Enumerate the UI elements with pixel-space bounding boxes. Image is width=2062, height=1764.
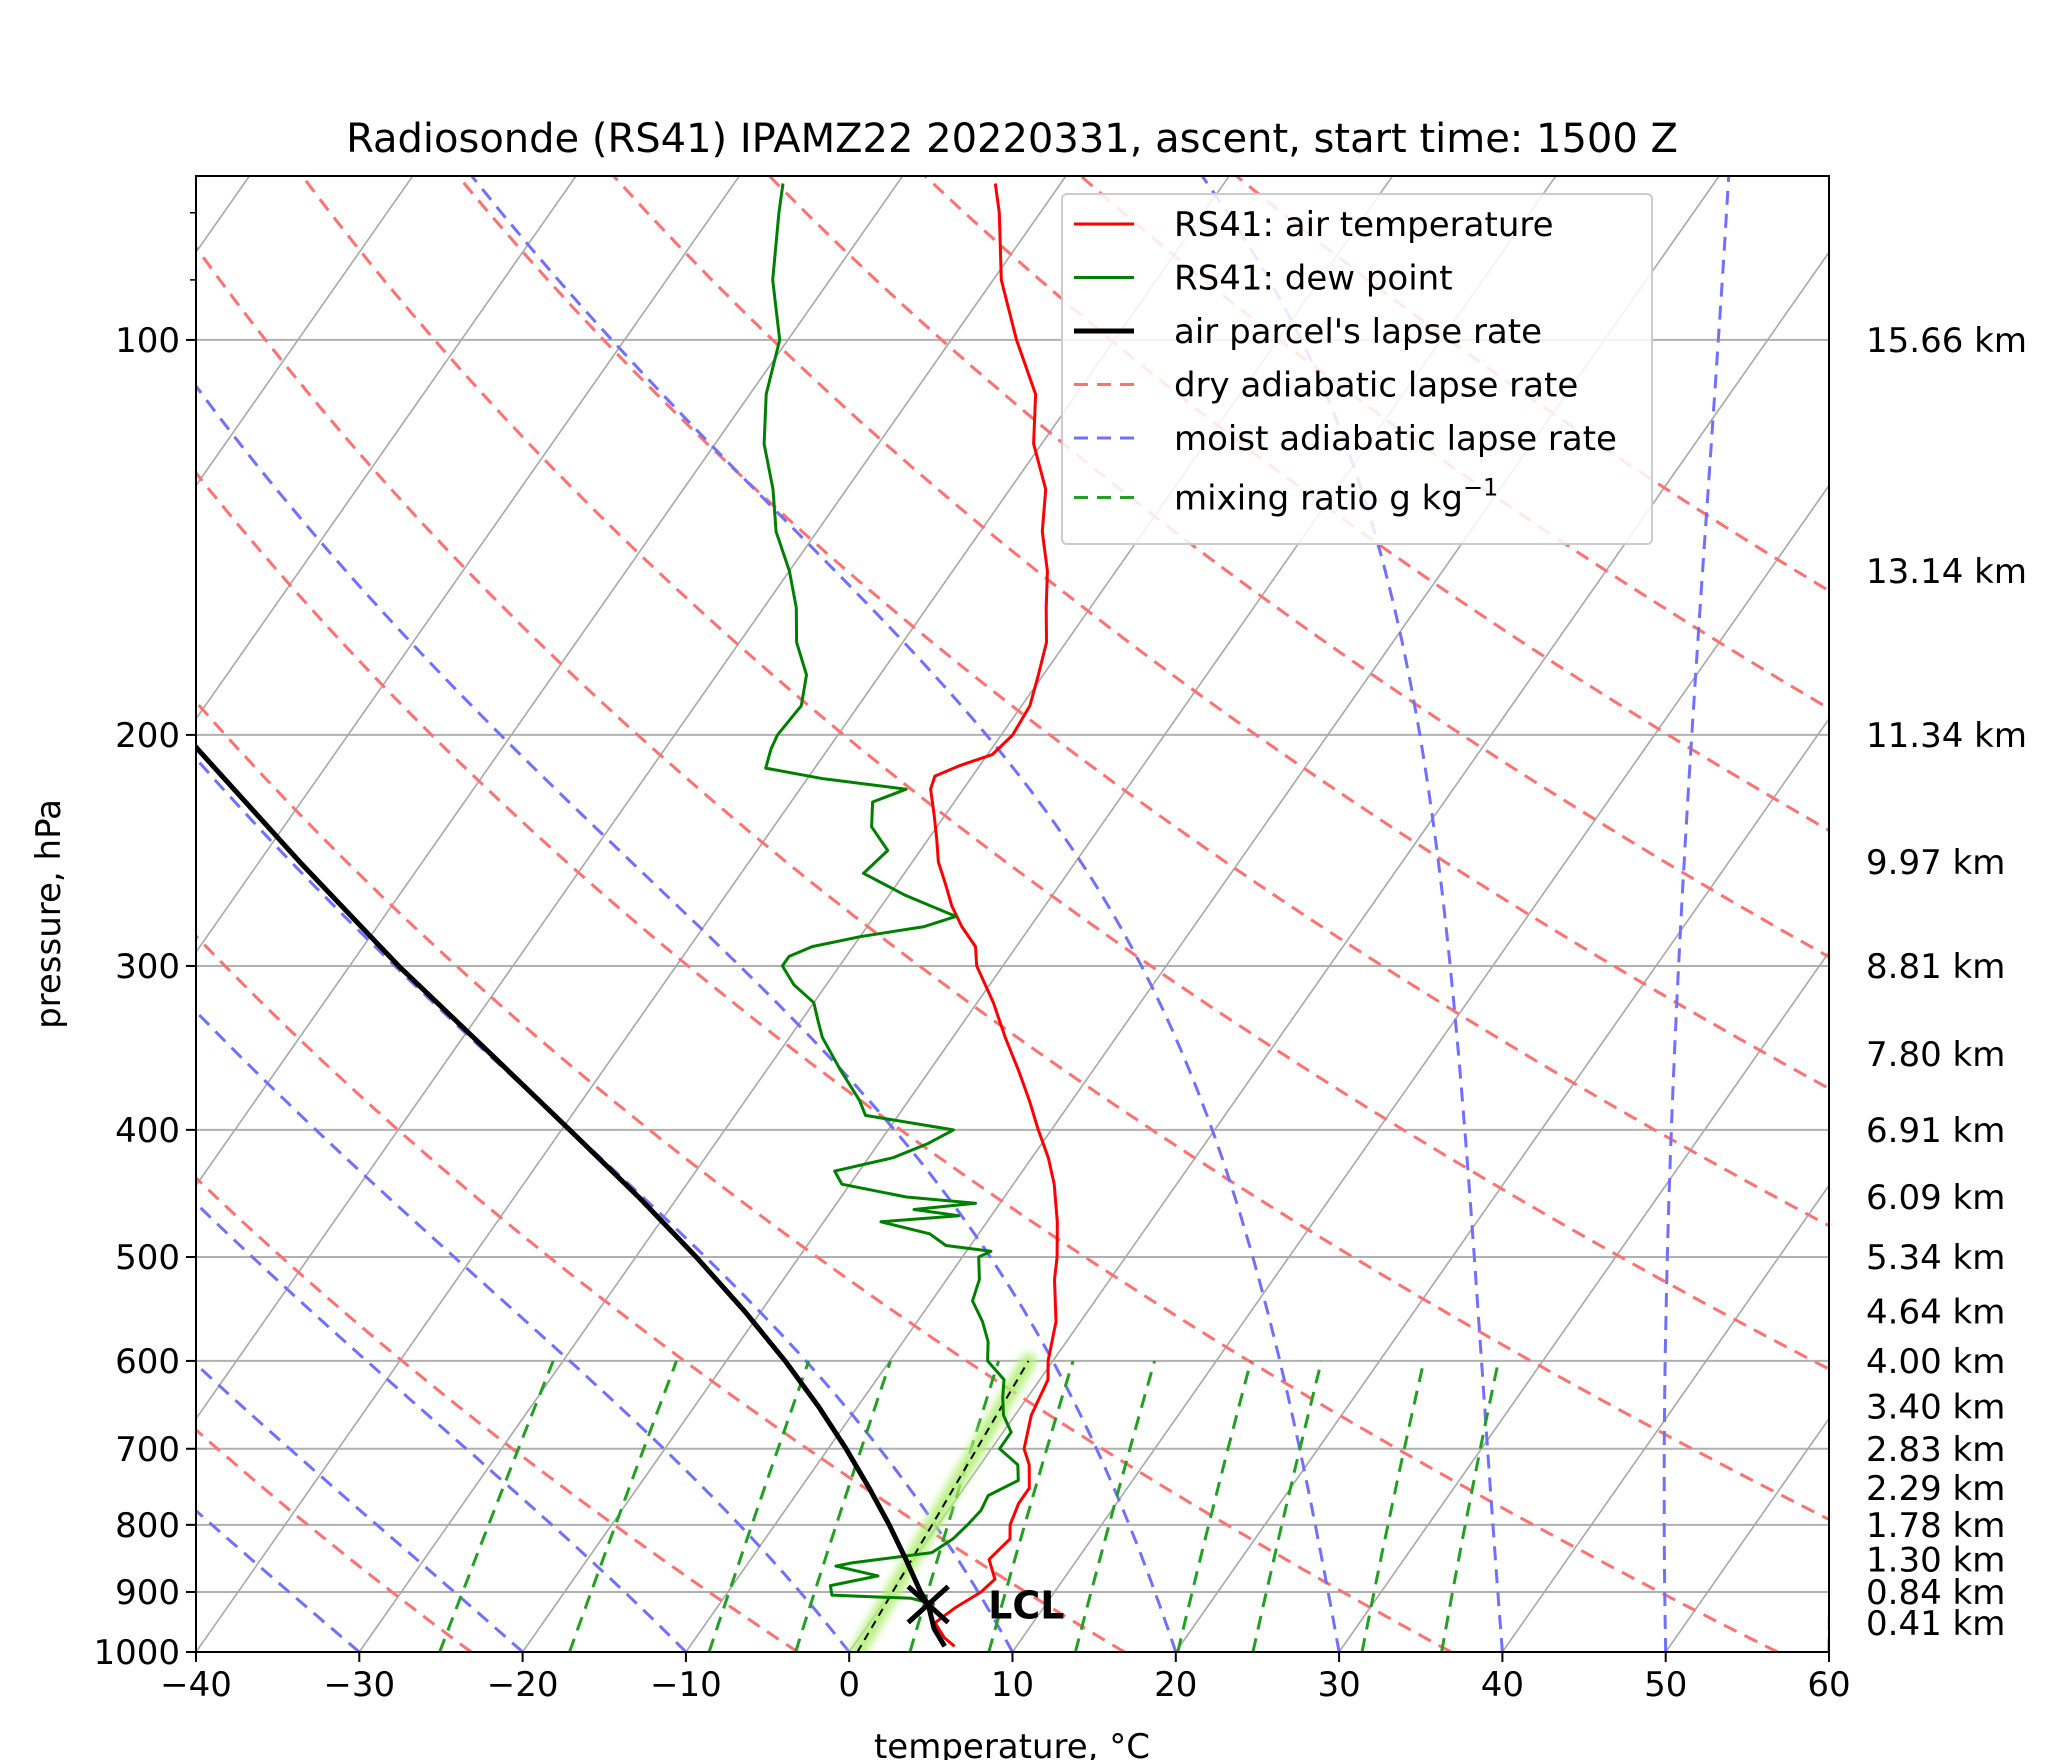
legend-label-superscript: −1 — [1463, 474, 1498, 502]
x-tick-label: 20 — [1154, 1665, 1197, 1705]
lcl-label: LCL — [988, 1583, 1064, 1627]
mixing-ratio-line — [570, 1361, 677, 1652]
legend-label-text: RS41: air temperature — [1174, 205, 1554, 245]
y-tick-label: 900 — [115, 1573, 180, 1613]
mixing-ratio-line — [709, 1361, 809, 1652]
x-tick-label: 60 — [1807, 1665, 1850, 1705]
moist-adiabat-line — [0, 137, 849, 1652]
y-tick-label: 400 — [115, 1111, 180, 1151]
y-tick-label: 600 — [115, 1342, 180, 1382]
x-tick-label: −30 — [323, 1665, 395, 1705]
y-axis-label: pressure, hPa — [29, 799, 69, 1029]
legend-label-text: moist adiabatic lapse rate — [1174, 419, 1617, 459]
legend-label: RS41: dew point — [1174, 259, 1453, 299]
isotherm-gridline — [0, 176, 739, 1652]
data-clip — [0, 184, 1057, 1647]
x-tick-label: 10 — [991, 1665, 1034, 1705]
x-tick-label: −20 — [487, 1665, 559, 1705]
legend-label: RS41: air temperature — [1174, 205, 1554, 245]
y-tick-label: 1000 — [93, 1633, 180, 1673]
altitude-label: 7.80 km — [1866, 1035, 2005, 1075]
y-tick-label: 700 — [115, 1430, 180, 1470]
x-tick-label: 30 — [1317, 1665, 1360, 1705]
x-tick-label: −10 — [650, 1665, 722, 1705]
y-tick-label: 300 — [115, 947, 180, 987]
altitude-label: 5.34 km — [1866, 1238, 2005, 1278]
legend-label-text: air parcel's lapse rate — [1174, 312, 1542, 352]
y-tick-label: 100 — [115, 321, 180, 361]
x-axis-label: temperature, °C — [874, 1727, 1150, 1760]
mixing-ratio-line — [1362, 1361, 1424, 1652]
moist-adiabat-line — [0, 137, 1012, 1652]
legend-label: dry adiabatic lapse rate — [1174, 366, 1578, 406]
data-lines-layer — [0, 184, 1057, 1647]
x-tick-label: 40 — [1481, 1665, 1524, 1705]
mixing-ratio-line — [1075, 1361, 1154, 1652]
legend-label: mixing ratio g kg−1 — [1174, 474, 1498, 519]
chart-title: Radiosonde (RS41) IPAMZ22 20220331, asce… — [346, 116, 1678, 162]
legend-label: moist adiabatic lapse rate — [1174, 419, 1617, 459]
legend-label-text: mixing ratio g kg — [1174, 479, 1463, 519]
altitude-label: 0.41 km — [1866, 1604, 2005, 1644]
legend: RS41: air temperature RS41: dew point air … — [1062, 194, 1652, 544]
moist-adiabat-line — [1664, 137, 1731, 1652]
y-tick-label: 500 — [115, 1238, 180, 1278]
moist-adiabat-line — [0, 137, 686, 1652]
altitude-label: 4.00 km — [1866, 1342, 2005, 1382]
altitude-label: 11.34 km — [1866, 716, 2027, 756]
altitude-label: 2.83 km — [1866, 1430, 2005, 1470]
y-tick-label: 800 — [115, 1506, 180, 1546]
series-dew-point-line — [764, 184, 1018, 1605]
moist-adiabat-line — [34, 137, 1176, 1652]
altitude-label: 6.91 km — [1866, 1111, 2005, 1151]
altitude-label: 9.97 km — [1866, 843, 2005, 883]
reference-lines-layer — [0, 137, 2062, 1652]
altitude-label: 13.14 km — [1866, 552, 2027, 592]
mixing-ratio-line — [1178, 1361, 1251, 1652]
altitude-label: 3.40 km — [1866, 1388, 2005, 1428]
x-tick-label: 50 — [1644, 1665, 1687, 1705]
altitude-label: 6.09 km — [1866, 1178, 2005, 1218]
altitude-label: 8.81 km — [1866, 947, 2005, 987]
legend-label: air parcel's lapse rate — [1174, 312, 1542, 352]
isotherm-gridline — [33, 176, 1066, 1652]
mixing-ratio-line — [1442, 1361, 1499, 1652]
altitude-label: 2.29 km — [1866, 1469, 2005, 1509]
x-tick-label: 0 — [838, 1665, 860, 1705]
altitude-label: 15.66 km — [1866, 321, 2027, 361]
altitude-label: 4.64 km — [1866, 1292, 2005, 1332]
y-tick-label: 200 — [115, 716, 180, 756]
legend-label-text: RS41: dew point — [1174, 259, 1453, 299]
legend-label-text: dry adiabatic lapse rate — [1174, 366, 1578, 406]
reference-clip — [0, 137, 2062, 1652]
